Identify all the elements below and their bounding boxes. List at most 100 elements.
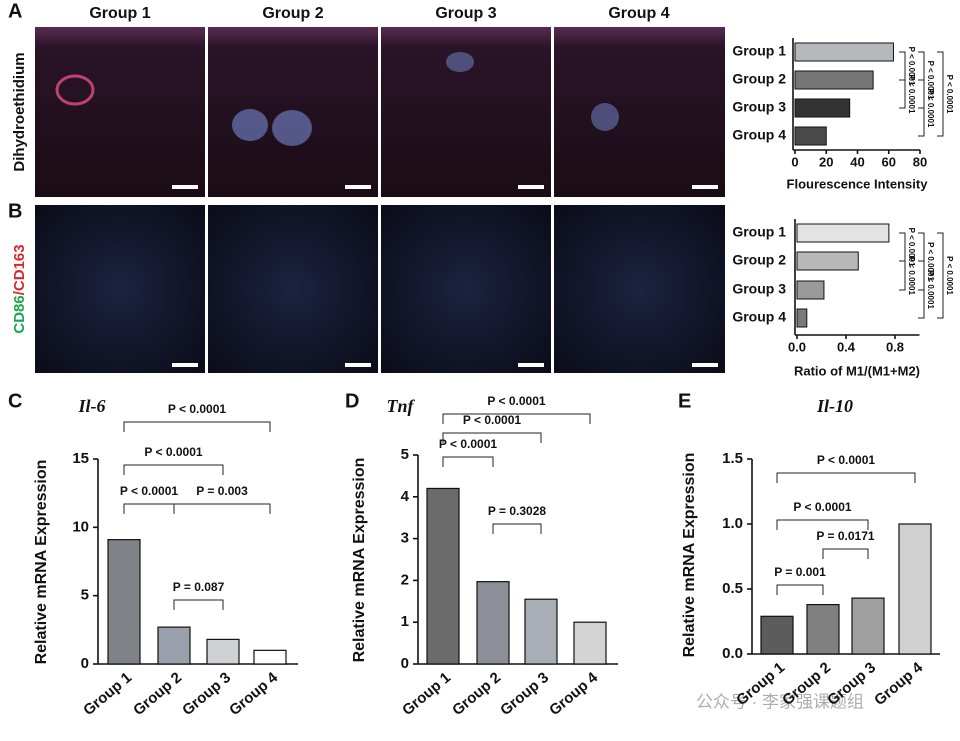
x-tick-label: 0 <box>791 154 798 169</box>
bar <box>796 280 825 300</box>
x-axis-label: Flourescence Intensity <box>787 176 929 191</box>
x-tick-label: 80 <box>913 154 927 169</box>
micrograph <box>554 27 725 197</box>
panel-label: D <box>345 390 359 412</box>
micrograph-feature <box>591 103 619 131</box>
row-label-part: /CD163 <box>11 244 28 295</box>
y-tick-label: Group 1 <box>732 224 786 240</box>
p-value-label: P < 0.0001 <box>144 445 202 459</box>
y-tick-label: 5 <box>81 587 89 604</box>
p-value-label: P < 0.0001 <box>945 75 954 114</box>
x-tick-label: Group 4 <box>546 669 601 719</box>
panel-label: A <box>8 0 22 22</box>
significance-bracket <box>442 456 494 467</box>
y-tick-label: 15 <box>72 450 89 467</box>
y-tick-label: Group 2 <box>732 252 786 268</box>
significance-bracket <box>918 260 925 319</box>
y-axis-label: Relative mRNA Expression <box>351 458 368 663</box>
y-tick-label: 1.5 <box>722 450 743 467</box>
p-value-label: P < 0.0001 <box>926 242 935 281</box>
x-tick-label: Group 4 <box>871 659 926 709</box>
column-title: Group 4 <box>608 5 669 22</box>
chart-title: Il-6 <box>78 396 106 416</box>
significance-bracket <box>899 232 906 262</box>
y-tick-label: 0 <box>81 655 89 672</box>
bar <box>796 251 859 271</box>
x-tick-label: 0.8 <box>886 339 904 354</box>
x-axis-label: Ratio of M1/(M1+M2) <box>794 363 920 378</box>
y-tick-label: 1 <box>401 613 409 630</box>
p-value-label: P < 0.0001 <box>907 228 916 267</box>
x-tick-label: 0.4 <box>837 339 856 354</box>
p-value-label: P = 0.3028 <box>488 504 546 518</box>
y-tick-label: 2 <box>401 571 409 588</box>
micrographs <box>35 27 725 373</box>
bar <box>794 70 874 90</box>
y-tick-label: 10 <box>72 518 89 535</box>
x-tick-label: Group 4 <box>226 669 281 719</box>
significance-bracket <box>173 503 271 514</box>
y-tick-label: Group 4 <box>732 309 786 325</box>
p-value-label: P < 0.0001 <box>926 61 935 100</box>
row-label: CD86/CD163 <box>11 244 28 333</box>
significance-bracket <box>123 421 271 432</box>
micrograph-feature <box>272 110 312 146</box>
significance-bracket <box>776 519 869 530</box>
significance-bracket <box>899 51 906 81</box>
p-value-label: P < 0.0001 <box>926 270 935 309</box>
bar <box>206 638 240 665</box>
p-value-label: P < 0.0001 <box>168 402 226 416</box>
x-tick-label: 20 <box>819 154 833 169</box>
bar <box>796 308 808 328</box>
significance-bracket <box>442 432 542 443</box>
significance-bracket <box>918 79 925 137</box>
bar <box>806 603 840 655</box>
p-value-label: P < 0.0001 <box>926 89 935 128</box>
watermark: 公众号 · 李家强课题组 <box>696 692 864 711</box>
bar <box>476 581 510 665</box>
p-value-label: P = 0.003 <box>196 484 248 498</box>
p-value-label: P < 0.0001 <box>945 256 954 295</box>
y-tick-label: Group 3 <box>732 99 786 115</box>
bar <box>794 98 851 118</box>
scale-bar <box>518 363 544 367</box>
scale-bar <box>692 185 718 189</box>
scale-bar <box>345 363 371 367</box>
bar <box>796 223 890 243</box>
micrograph-feature <box>446 52 474 72</box>
significance-bracket <box>937 232 944 319</box>
bar <box>760 615 794 655</box>
y-tick-label: 3 <box>401 530 409 547</box>
bar <box>573 621 607 665</box>
micrograph-feature <box>232 109 268 141</box>
p-value-label: P < 0.0001 <box>439 437 497 451</box>
y-axis-label: Relative mRNA Expression <box>33 460 50 665</box>
micrograph-feature <box>55 74 95 106</box>
significance-bracket <box>776 584 824 595</box>
bar <box>851 597 885 655</box>
micrograph <box>381 205 551 373</box>
chart-title: Il-10 <box>816 396 853 416</box>
p-value-label: P < 0.0001 <box>463 413 521 427</box>
column-title: Group 2 <box>262 5 323 22</box>
x-tick-label: Group 1 <box>80 669 135 719</box>
significance-bracket <box>937 51 944 137</box>
micrograph <box>554 205 725 373</box>
significance-bracket <box>899 260 906 291</box>
scale-bar <box>692 363 718 367</box>
bar <box>107 539 141 665</box>
p-value-label: P < 0.0001 <box>120 484 178 498</box>
p-value-label: P = 0.001 <box>774 565 826 579</box>
bar <box>898 523 932 655</box>
x-tick-label: Group 2 <box>130 669 185 719</box>
column-title: Group 3 <box>435 5 496 22</box>
column-title: Group 1 <box>89 5 150 22</box>
row-label-part: CD86 <box>11 295 28 333</box>
significance-bracket <box>442 413 591 424</box>
y-tick-label: 1.0 <box>722 515 743 532</box>
significance-bracket <box>123 464 224 475</box>
y-tick-label: Group 2 <box>732 71 786 87</box>
panel-label: E <box>678 390 691 412</box>
micrograph <box>35 205 205 373</box>
